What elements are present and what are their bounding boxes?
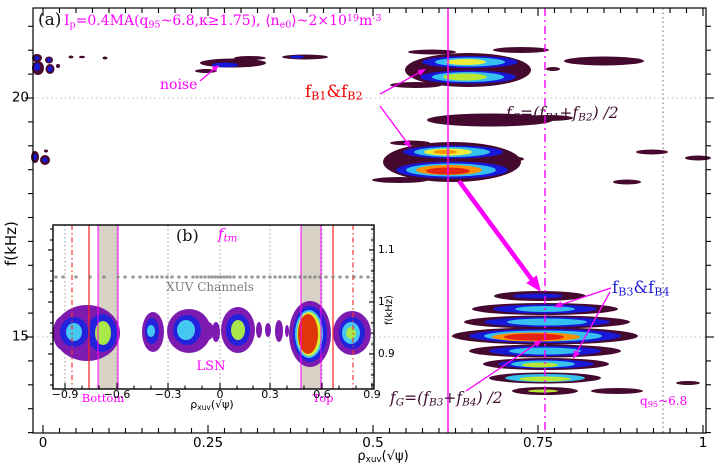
xuv-channel-markers [54,274,370,280]
main-axis-ticks [25,8,714,434]
main-reference-lines [447,8,546,433]
inset-axis-ticks [48,228,374,389]
inset-reference-lines [71,225,354,389]
inset-shaded-band [98,225,118,389]
inset-plot-frame [52,224,375,390]
main-group [25,7,714,434]
main-gridlines [33,8,706,433]
main-plot-frame [32,7,707,434]
main-annotation-arrows [199,65,612,392]
inset-gridlines [64,225,373,389]
main-contour-blobs [31,47,711,395]
inset-group [48,224,375,390]
